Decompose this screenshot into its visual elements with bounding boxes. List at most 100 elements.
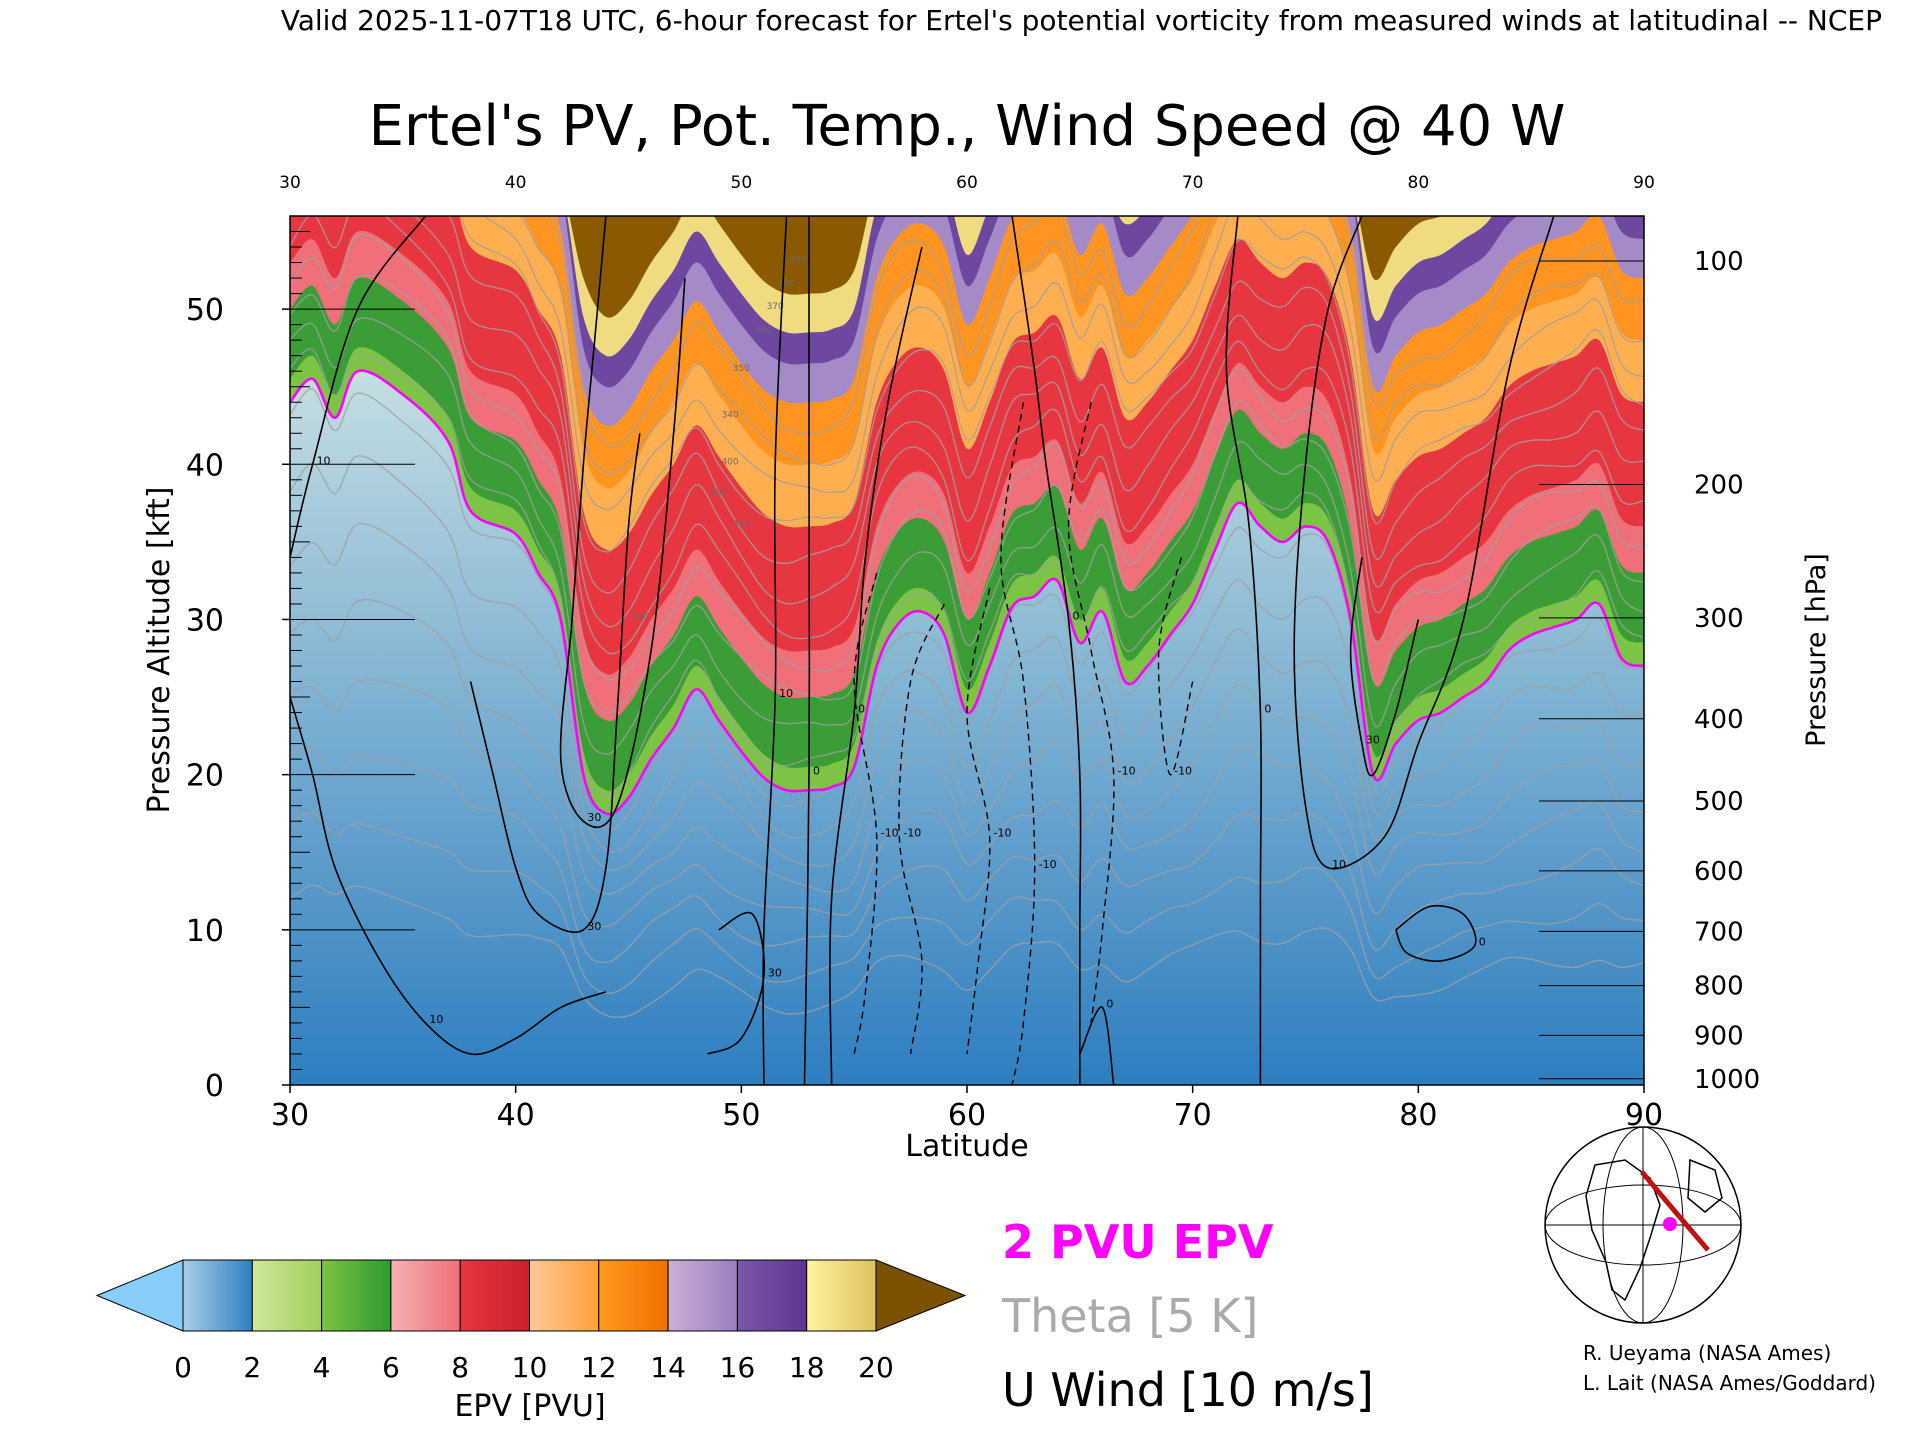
colorbar-tick-label: 4: [313, 1351, 331, 1384]
colorbar-band: [459, 1259, 531, 1332]
theta-contour: [290, 598, 1644, 895]
u-wind-contour: [1395, 904, 1477, 962]
pressure-tick-label: 400: [1694, 705, 1744, 735]
u-wind-contour-label: 0: [1264, 703, 1271, 716]
pressure-tick-label: 300: [1694, 604, 1744, 634]
theta-contour: [413, 216, 1644, 628]
x-axis-label: Latitude: [905, 1129, 1028, 1164]
u-wind-contour: [290, 216, 427, 558]
pressure-tick-label: 100: [1694, 247, 1744, 277]
theta-contour-label: 300: [631, 612, 648, 622]
colorbar-tick-label: 0: [174, 1351, 192, 1384]
theta-contour: [290, 216, 1644, 655]
theta-contour: [481, 216, 1644, 510]
u-wind-negative-contour-label: -10: [1174, 765, 1192, 778]
u-wind-negative-contour: [966, 588, 991, 1055]
colorbar-over-triangle: [875, 1259, 967, 1332]
u-wind-contour-label: 0: [1106, 997, 1113, 1010]
theta-contour: [290, 812, 1644, 994]
u-wind-contour-label: 0: [813, 765, 820, 778]
theta-contour: [460, 216, 1644, 553]
colorbar-tick-label: 14: [650, 1351, 686, 1384]
theta-contour: [290, 455, 1644, 853]
y-tick-label: 30: [186, 603, 224, 638]
y-tick-label: 10: [186, 914, 224, 949]
u-wind-contour-label: 30: [768, 966, 782, 979]
top-x-tick-label: 40: [505, 173, 527, 193]
pressure-tick-label: 600: [1694, 857, 1744, 887]
pressure-tick-label: 200: [1694, 470, 1744, 500]
colorbar-under-triangle: [95, 1259, 184, 1332]
u-wind-contour-label: 10: [429, 1013, 443, 1026]
u-wind-contour: [559, 216, 686, 829]
u-wind-contour: [1293, 216, 1555, 870]
u-wind-negative-contour: [1067, 402, 1115, 1023]
colorbar-band: [529, 1259, 600, 1332]
colorbar-band: [182, 1259, 253, 1332]
top-x-tick-label: 90: [1633, 173, 1655, 193]
legend-u-wind: U Wind [10 m/s]: [1002, 1363, 1374, 1417]
theta-contour: [448, 216, 1644, 594]
colorbar-label: EPV [PVU]: [454, 1389, 605, 1424]
colorbar-tick-label: 18: [789, 1351, 825, 1384]
u-wind-contour: [1225, 216, 1262, 1085]
epv-band-brown: [569, 216, 1441, 318]
credit-line-1: R. Ueyama (NASA Ames): [1583, 1341, 1831, 1365]
colorbar-band: [251, 1259, 323, 1332]
theta-contour-label: 400: [721, 457, 738, 467]
colorbar-band: [598, 1259, 669, 1332]
x-tick-label: 40: [497, 1098, 535, 1133]
theta-contour-label: 410: [733, 519, 750, 529]
x-tick-label: 30: [271, 1098, 309, 1133]
u-wind-negative-contour-label: -10: [994, 827, 1012, 840]
colorbar: 0 2 4 6 8 10 12 14 16 18 20: [95, 1259, 967, 1384]
colorbar-tick-label: 2: [243, 1351, 261, 1384]
u-wind-contour-label: 30: [587, 920, 601, 933]
y-tick-label: 40: [186, 448, 224, 483]
u-wind-contour-label: 0: [1073, 609, 1080, 622]
pressure-tick-label: 800: [1694, 972, 1744, 1002]
pressure-tick-label: 900: [1694, 1021, 1744, 1051]
x-tick-label: 70: [1174, 1098, 1212, 1133]
colorbar-band: [806, 1259, 877, 1332]
pressure-tick-label: 500: [1694, 787, 1744, 817]
u-wind-contour: [1079, 1006, 1115, 1085]
u-wind-contour-label: 30: [1366, 734, 1380, 747]
top-x-tick-label: 80: [1408, 173, 1430, 193]
pressure-tick-label: 1000: [1694, 1065, 1760, 1095]
u-wind-contour-label: 10: [317, 454, 331, 467]
theta-contour-label: 380: [778, 279, 795, 289]
colorbar-tick-label: 6: [382, 1351, 400, 1384]
colorbar-tick-label: 12: [581, 1351, 617, 1384]
u-wind-contour-label: 30: [587, 811, 601, 824]
colorbar-tick-label: 20: [858, 1351, 894, 1384]
theta-contour: [290, 523, 1644, 871]
x-tick-label: 80: [1399, 1098, 1437, 1133]
theta-contour-label: 350: [733, 364, 750, 374]
y-axis-label: Pressure Altitude [kft]: [142, 487, 177, 814]
colorbar-band: [390, 1259, 461, 1332]
colorbar-tick-label: 10: [512, 1351, 548, 1384]
u-wind-contour: [829, 246, 923, 1085]
colorbar-band: [321, 1259, 392, 1332]
theta-contour: [290, 747, 1644, 964]
colorbar-tick-label: 8: [451, 1351, 469, 1384]
theta-contour-label: 330: [710, 488, 727, 498]
u-wind-negative-contour-label: -10: [1039, 858, 1057, 871]
u-wind-contour-label: 0: [1479, 935, 1486, 948]
theta-contour: [290, 348, 1644, 798]
u-wind-contour: [469, 433, 641, 933]
theta-contour: [290, 884, 1644, 1019]
u-wind-contour-label: 0: [858, 703, 865, 716]
u-wind-negative-contour: [898, 603, 946, 1055]
x-tick-label: 50: [722, 1098, 760, 1133]
top-x-tick-label: 70: [1182, 173, 1204, 193]
theta-contour: [290, 317, 1644, 755]
y-tick-label: 0: [205, 1069, 224, 1104]
pressure-axis-label: Pressure [hPa]: [1801, 553, 1832, 747]
top-x-tick-label: 30: [279, 173, 301, 193]
theta-contour: [290, 274, 1644, 714]
